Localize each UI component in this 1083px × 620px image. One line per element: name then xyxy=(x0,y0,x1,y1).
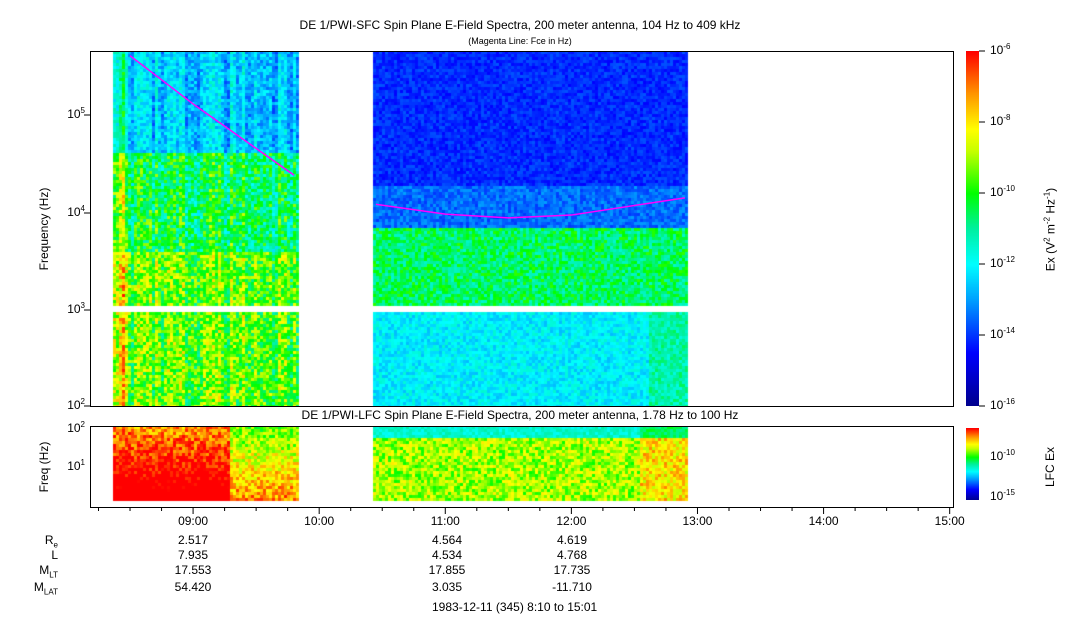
ephemeris-value: 7.935 xyxy=(177,548,209,562)
sfc-plot-frame xyxy=(90,51,954,407)
ephemeris-value: 4.619 xyxy=(556,533,588,547)
ephemeris-label: Re xyxy=(44,533,58,550)
ephemeris-label: MLT xyxy=(39,563,58,580)
lfc-ytick: 101 xyxy=(67,458,85,473)
xtick-label: 11:00 xyxy=(430,514,460,528)
lfc-spectrogram xyxy=(90,426,953,507)
ephemeris-value: 17.553 xyxy=(174,563,212,577)
sfc-ytick: 103 xyxy=(67,301,85,316)
xtick-label: 13:00 xyxy=(682,514,713,528)
xtick-label: 12:00 xyxy=(556,514,587,528)
ephemeris-value: 17.855 xyxy=(428,563,466,577)
colorbar-tick: 10-10 xyxy=(990,184,1015,199)
lfc-colorbar-tick: 10-15 xyxy=(990,488,1015,503)
sfc-spectrogram xyxy=(90,51,953,406)
sfc-ytick: 104 xyxy=(67,204,85,219)
colorbar-tick: 10-16 xyxy=(990,397,1015,412)
ephemeris-value: 17.735 xyxy=(553,563,591,577)
lfc-title: DE 1/PWI-LFC Spin Plane E-Field Spectra,… xyxy=(301,408,739,422)
date-range-footer: 1983-12-11 (345) 8:10 to 15:01 xyxy=(432,600,598,614)
xtick-label: 10:00 xyxy=(304,514,335,528)
ephemeris-value: 4.564 xyxy=(431,533,463,547)
ephemeris-value: 3.035 xyxy=(431,580,463,594)
colorbar-tick: 10-8 xyxy=(990,113,1011,128)
colorbar-tick: 10-14 xyxy=(990,326,1015,341)
ephemeris-value: 4.768 xyxy=(556,548,588,562)
sfc-colorbar xyxy=(966,51,979,406)
lfc-plot-frame xyxy=(90,426,954,508)
sfc-ytick: 105 xyxy=(67,106,85,121)
sfc-subtitle: (Magenta Line: Fce in Hz) xyxy=(468,36,572,46)
lfc-colorbar xyxy=(966,428,979,500)
xtick-label: 15:00 xyxy=(934,514,965,528)
xtick-label: 09:00 xyxy=(178,514,209,528)
colorbar-tick: 10-6 xyxy=(990,42,1011,57)
ephemeris-value: 2.517 xyxy=(177,533,209,547)
ephemeris-value: -11.710 xyxy=(552,580,592,594)
lfc-ytick: 102 xyxy=(67,420,85,435)
ephemeris-label: L xyxy=(51,548,58,562)
ephemeris-value: 54.420 xyxy=(174,580,212,594)
lfc-colorbar-tick: 10-10 xyxy=(990,448,1015,463)
sfc-title: DE 1/PWI-SFC Spin Plane E-Field Spectra,… xyxy=(299,18,741,32)
sfc-ytick: 102 xyxy=(67,397,85,412)
fce-line xyxy=(129,55,685,219)
colorbar-tick: 10-12 xyxy=(990,255,1015,270)
xtick-label: 14:00 xyxy=(808,514,839,528)
ephemeris-label: MLAT xyxy=(33,580,58,597)
ephemeris-value: 4.534 xyxy=(431,548,463,562)
